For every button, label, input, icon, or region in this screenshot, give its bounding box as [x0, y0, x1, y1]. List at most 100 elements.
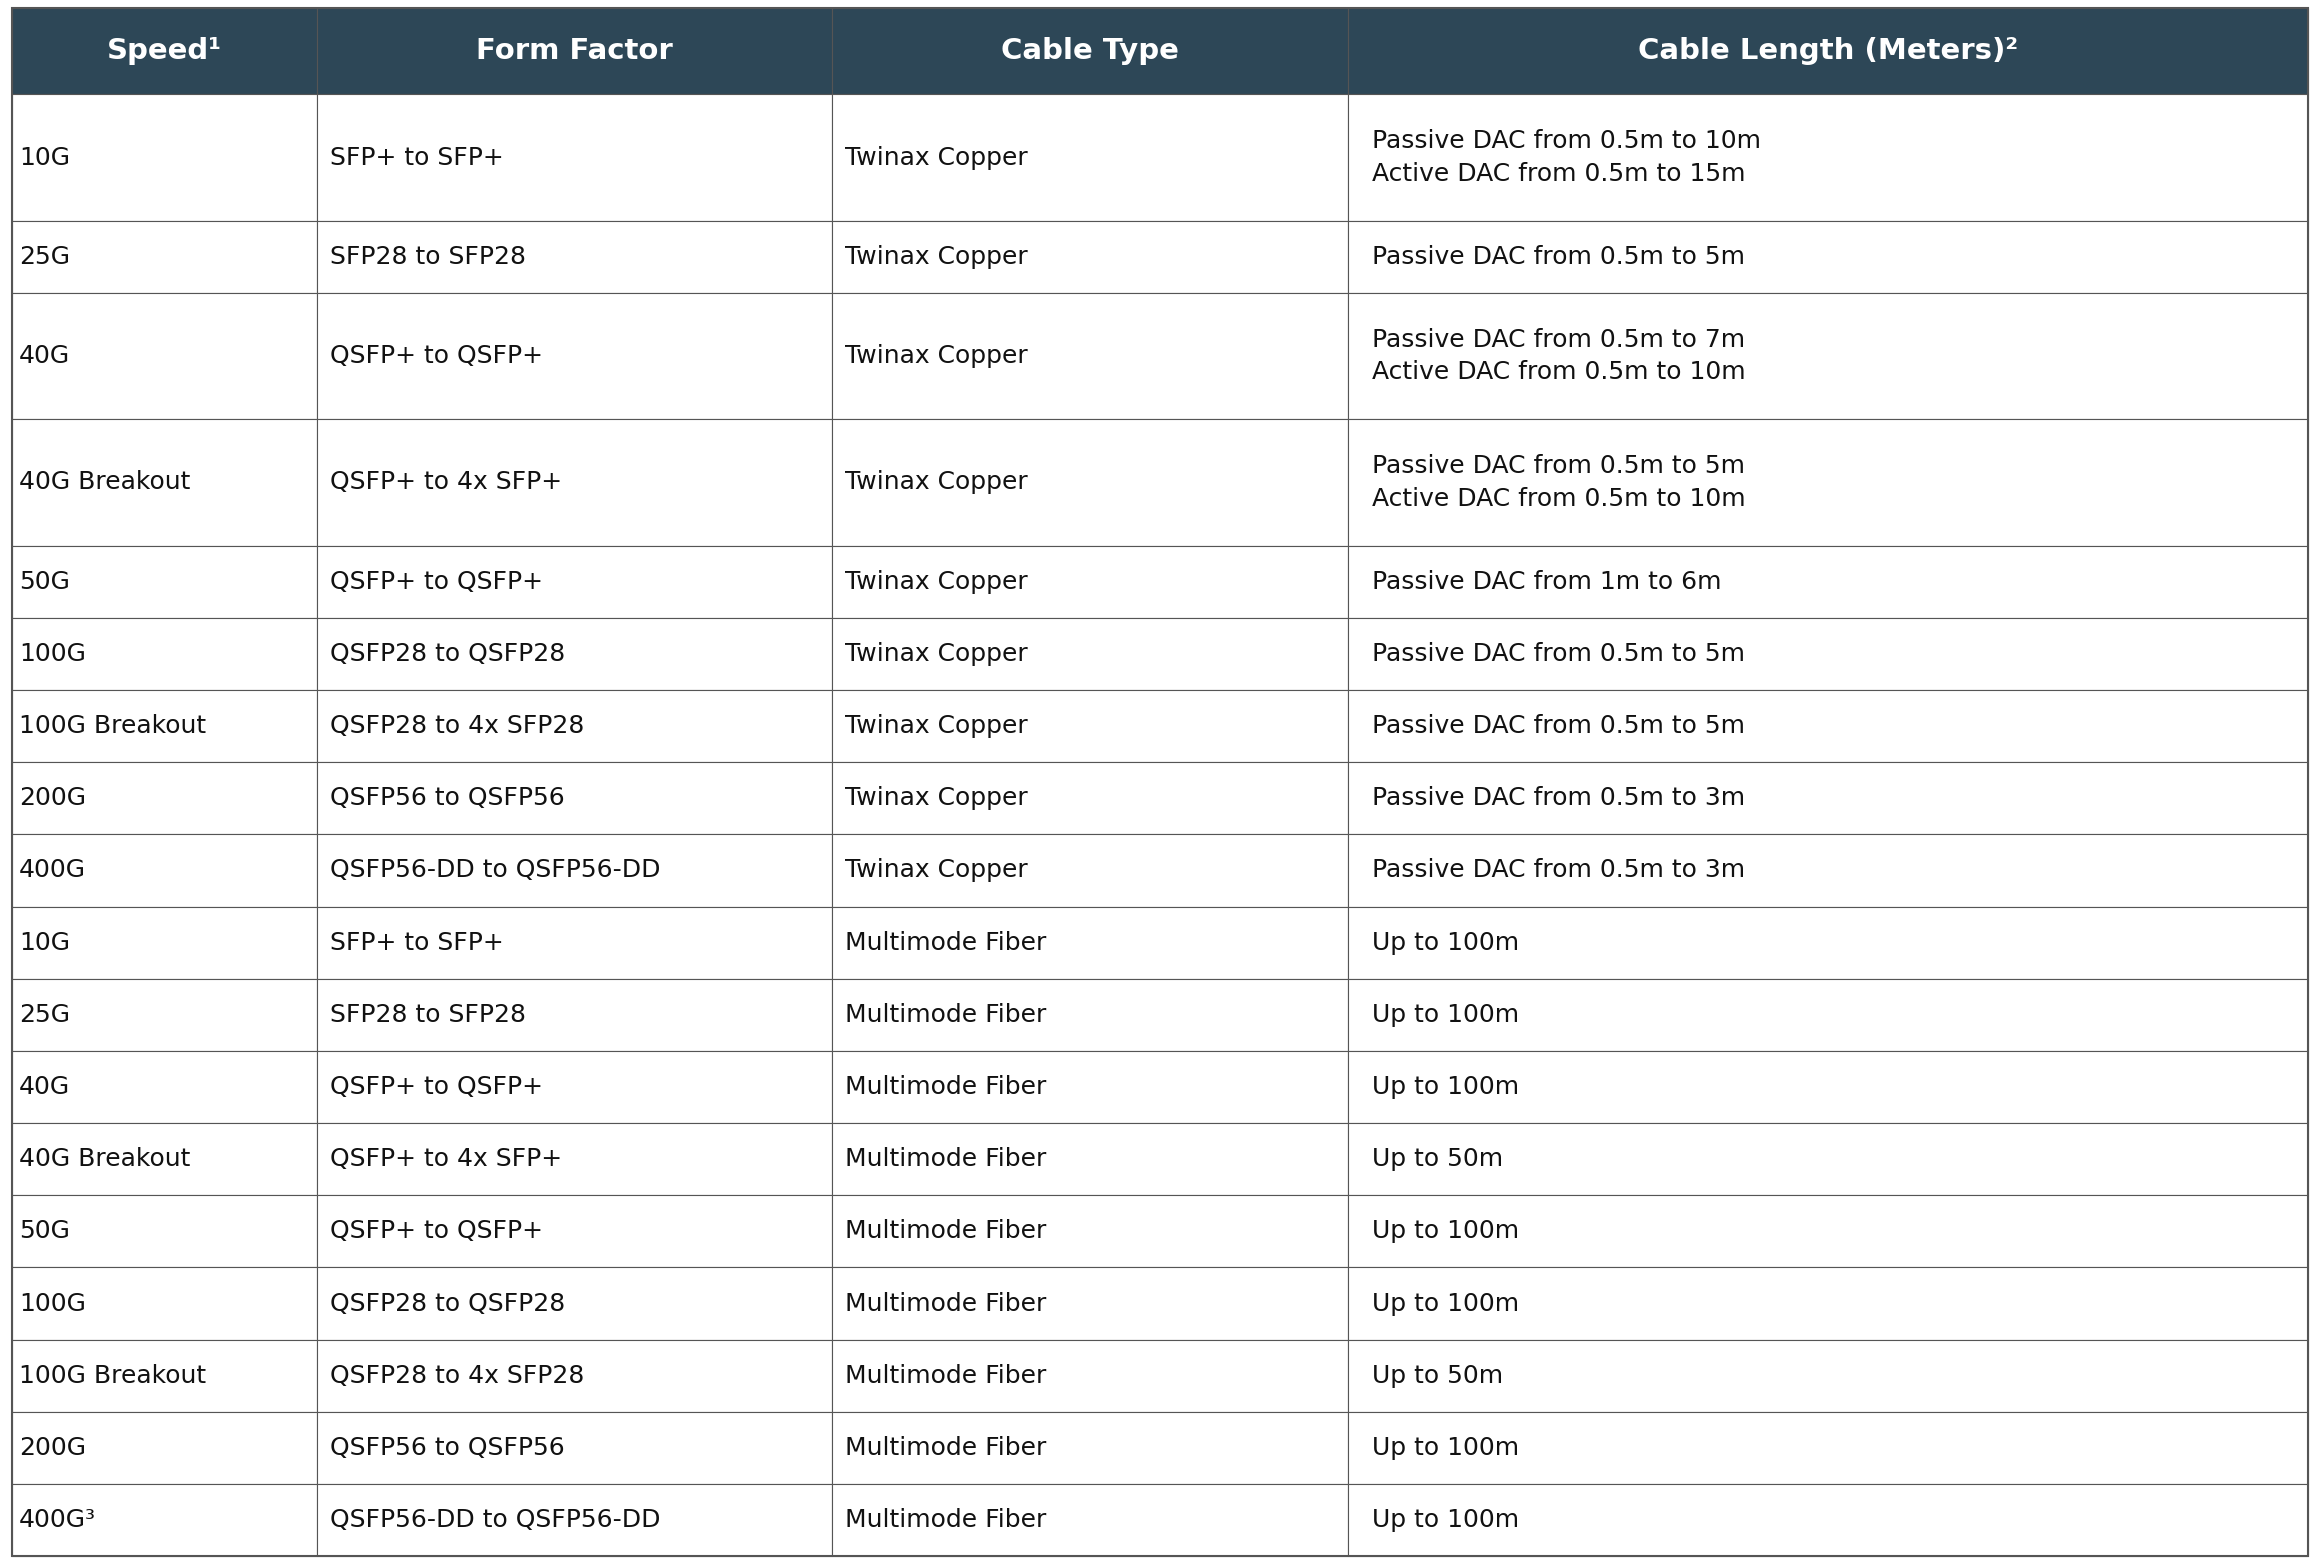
Text: Passive DAC from 0.5m to 5m: Passive DAC from 0.5m to 5m	[1373, 715, 1745, 738]
Text: 100G Breakout: 100G Breakout	[19, 715, 206, 738]
Text: Up to 100m: Up to 100m	[1373, 1292, 1520, 1315]
Bar	[316, 762, 833, 834]
Bar	[833, 907, 1348, 979]
Text: 100G Breakout: 100G Breakout	[19, 1364, 206, 1387]
Bar	[12, 1412, 316, 1484]
Bar	[316, 1123, 833, 1195]
Text: SFP28 to SFP28: SFP28 to SFP28	[329, 246, 527, 269]
Bar	[12, 762, 316, 834]
Bar	[12, 690, 316, 762]
Bar	[1348, 221, 2308, 292]
Bar	[12, 546, 316, 618]
Bar	[833, 618, 1348, 690]
Bar	[833, 221, 1348, 292]
Bar	[316, 546, 833, 618]
Text: Multimode Fiber: Multimode Fiber	[844, 931, 1046, 954]
Bar	[316, 94, 833, 221]
Text: 100G: 100G	[19, 1292, 86, 1315]
Text: 50G: 50G	[19, 1220, 70, 1243]
Text: 25G: 25G	[19, 1003, 70, 1028]
Text: 25G: 25G	[19, 246, 70, 269]
Text: Twinax Copper: Twinax Copper	[844, 859, 1028, 882]
Text: Passive DAC from 0.5m to 5m: Passive DAC from 0.5m to 5m	[1373, 246, 1745, 269]
Bar	[833, 419, 1348, 546]
Text: QSFP+ to QSFP+: QSFP+ to QSFP+	[329, 569, 543, 594]
Bar	[833, 94, 1348, 221]
Text: Speed¹: Speed¹	[107, 38, 223, 66]
Bar	[833, 1051, 1348, 1123]
Bar	[316, 834, 833, 907]
Bar	[1348, 762, 2308, 834]
Text: Passive DAC from 0.5m to 5m: Passive DAC from 0.5m to 5m	[1373, 641, 1745, 666]
Text: QSFP28 to 4x SFP28: QSFP28 to 4x SFP28	[329, 1364, 585, 1387]
Bar	[833, 292, 1348, 419]
Text: QSFP+ to QSFP+: QSFP+ to QSFP+	[329, 1220, 543, 1243]
Text: Passive DAC from 0.5m to 3m: Passive DAC from 0.5m to 3m	[1373, 787, 1745, 810]
Text: Twinax Copper: Twinax Copper	[844, 246, 1028, 269]
Bar	[1348, 1123, 2308, 1195]
Bar	[1348, 690, 2308, 762]
Bar	[12, 419, 316, 546]
Bar	[12, 907, 316, 979]
Text: Passive DAC from 0.5m to 5m
Active DAC from 0.5m to 10m: Passive DAC from 0.5m to 5m Active DAC f…	[1373, 454, 1747, 511]
Bar	[316, 292, 833, 419]
Text: Form Factor: Form Factor	[476, 38, 673, 66]
Text: Passive DAC from 0.5m to 3m: Passive DAC from 0.5m to 3m	[1373, 859, 1745, 882]
Bar	[833, 1267, 1348, 1340]
Bar	[833, 1340, 1348, 1412]
Text: Cable Length (Meters)²: Cable Length (Meters)²	[1638, 38, 2018, 66]
Text: SFP28 to SFP28: SFP28 to SFP28	[329, 1003, 527, 1028]
Text: Multimode Fiber: Multimode Fiber	[844, 1003, 1046, 1028]
Text: 40G: 40G	[19, 344, 70, 368]
Bar	[12, 1267, 316, 1340]
Bar	[316, 1267, 833, 1340]
Bar	[316, 979, 833, 1051]
Bar	[1348, 1051, 2308, 1123]
Text: Up to 100m: Up to 100m	[1373, 1003, 1520, 1028]
Bar	[1348, 979, 2308, 1051]
Text: QSFP+ to QSFP+: QSFP+ to QSFP+	[329, 1074, 543, 1099]
Text: Twinax Copper: Twinax Copper	[844, 471, 1028, 494]
Bar	[316, 8, 833, 94]
Bar	[1348, 1267, 2308, 1340]
Bar	[1348, 419, 2308, 546]
Bar	[833, 834, 1348, 907]
Text: Twinax Copper: Twinax Copper	[844, 715, 1028, 738]
Text: 100G: 100G	[19, 641, 86, 666]
Text: 40G Breakout: 40G Breakout	[19, 1146, 190, 1171]
Bar	[12, 1123, 316, 1195]
Bar	[12, 292, 316, 419]
Text: QSFP56-DD to QSFP56-DD: QSFP56-DD to QSFP56-DD	[329, 1508, 659, 1533]
Bar	[12, 221, 316, 292]
Text: Twinax Copper: Twinax Copper	[844, 344, 1028, 368]
Bar	[833, 979, 1348, 1051]
Bar	[12, 834, 316, 907]
Text: Up to 50m: Up to 50m	[1373, 1364, 1503, 1387]
Bar	[316, 1412, 833, 1484]
Bar	[1348, 94, 2308, 221]
Text: Multimode Fiber: Multimode Fiber	[844, 1508, 1046, 1533]
Text: Multimode Fiber: Multimode Fiber	[844, 1146, 1046, 1171]
Text: QSFP+ to QSFP+: QSFP+ to QSFP+	[329, 344, 543, 368]
Bar	[833, 1123, 1348, 1195]
Bar	[1348, 1340, 2308, 1412]
Text: QSFP56 to QSFP56: QSFP56 to QSFP56	[329, 787, 564, 810]
Bar	[833, 546, 1348, 618]
Text: 10G: 10G	[19, 145, 70, 169]
Text: 400G: 400G	[19, 859, 86, 882]
Text: Multimode Fiber: Multimode Fiber	[844, 1220, 1046, 1243]
Bar	[833, 762, 1348, 834]
Text: Twinax Copper: Twinax Copper	[844, 569, 1028, 594]
Text: Passive DAC from 0.5m to 7m
Active DAC from 0.5m to 10m: Passive DAC from 0.5m to 7m Active DAC f…	[1373, 328, 1747, 385]
Bar	[1348, 1412, 2308, 1484]
Bar	[12, 8, 316, 94]
Text: Cable Type: Cable Type	[1002, 38, 1179, 66]
Bar	[12, 618, 316, 690]
Text: SFP+ to SFP+: SFP+ to SFP+	[329, 145, 503, 169]
Bar	[1348, 618, 2308, 690]
Text: Passive DAC from 0.5m to 10m
Active DAC from 0.5m to 15m: Passive DAC from 0.5m to 10m Active DAC …	[1373, 130, 1761, 186]
Text: Twinax Copper: Twinax Copper	[844, 641, 1028, 666]
Text: QSFP28 to QSFP28: QSFP28 to QSFP28	[329, 641, 564, 666]
Text: Up to 100m: Up to 100m	[1373, 931, 1520, 954]
Text: Multimode Fiber: Multimode Fiber	[844, 1074, 1046, 1099]
